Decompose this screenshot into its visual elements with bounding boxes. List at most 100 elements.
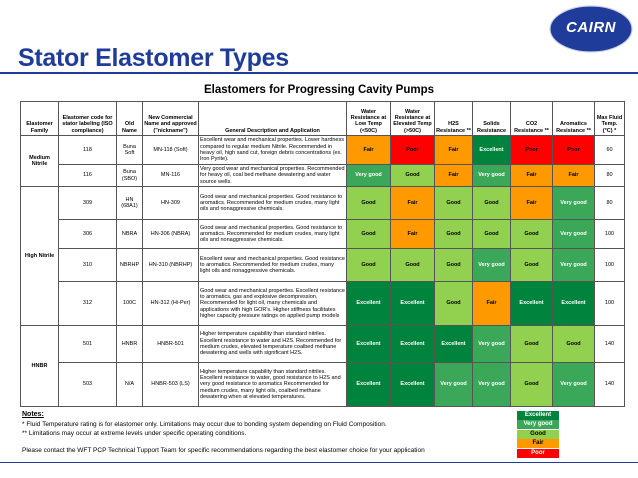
new-name-cell: HNBR-503 (LS) [142,362,199,407]
max-temp-cell: 140 [594,362,625,407]
contact-note: Please contact the WFT PCP Technical Tup… [22,447,425,454]
legend-good: Good [517,429,559,439]
table-row: 306 NBRA HN-306 (NBRA) Good wear and mec… [21,219,625,249]
rating-cell: Excellent [346,325,391,363]
old-name-cell: NBRA [116,219,143,249]
new-name-cell: HNBR-501 [142,325,199,363]
rating-cell: Good [346,248,391,282]
description-cell: Good wear and mechanical properties. Exc… [198,281,347,326]
rating-cell: Excellent [390,281,435,326]
col-header: General Description and Application [198,101,347,136]
old-name-cell: HN (68A1) [116,186,143,220]
legend-very-good: Very good [517,420,559,430]
old-name-cell: N/A [116,362,143,407]
title-divider [0,72,638,74]
max-temp-cell: 100 [594,219,625,249]
code-cell: 312 [58,281,117,326]
table-row: 310 NBRHP HN-310 (NBRHP) Excellent wear … [21,248,625,282]
code-cell: 310 [58,248,117,282]
description-cell: Very good wear and mechanical properties… [198,164,347,187]
table-row: 503 N/A HNBR-503 (LS) Higher temperature… [21,362,625,407]
rating-cell: Excellent [346,281,391,326]
rating-cell: Excellent [510,281,553,326]
rating-cell: Good [510,325,553,363]
rating-cell: Fair [434,164,473,187]
rating-cell: Good [434,186,473,220]
rating-cell: Good [346,219,391,249]
old-name-cell: HNBR [116,325,143,363]
rating-cell: Very good [552,248,595,282]
table-row: Medium Nitrile 118 Buna Soft MN-118 (Sof… [20,135,625,187]
rating-cell: Very good [552,219,595,249]
description-cell: Excellent wear and mechanical properties… [198,248,347,282]
code-cell: 309 [58,186,117,220]
table-row: High Nitrile 309 HN (68A1) HN-309 Good w… [20,186,625,326]
table-header-row: Elastomer Family Elastomer code for stat… [20,101,625,136]
col-header: New Commercial Name and approved ("nickn… [142,101,199,136]
description-cell: Higher temperature capability than stand… [198,362,347,407]
code-cell: 501 [58,325,117,363]
old-name-cell: Buna (SBO) [116,164,143,187]
rating-cell: Good [434,281,473,326]
rating-cell: Good [510,362,553,407]
rating-cell: Good [434,248,473,282]
rating-cell: Fair [390,219,435,249]
max-temp-cell: 80 [594,186,625,220]
note-limitations: ** Limitations may occur at extreme leve… [22,429,247,437]
rating-cell: Good [510,219,553,249]
new-name-cell: HN-306 (NBRA) [142,219,199,249]
rating-cell: Good [346,186,391,220]
rating-legend: Excellent Very good Good Fair Poor [517,411,559,458]
family-cell: High Nitrile [20,186,59,326]
rating-cell: Poor [390,135,435,165]
col-header: Water Resistance at Low Temp (<50C) [346,101,391,136]
new-name-cell: MN-118 (Soft) [142,135,199,165]
code-cell: 503 [58,362,117,407]
family-cell: Medium Nitrile [20,135,59,187]
max-temp-cell: 60 [594,135,625,165]
description-cell: Higher temperature capability than stand… [198,325,347,363]
rating-cell: Good [510,248,553,282]
table-row: 312 100C HN-312 (Hi-Per) Good wear and m… [21,281,625,326]
max-temp-cell: 140 [594,325,625,363]
rating-cell: Very good [472,248,511,282]
rating-cell: Excellent [346,362,391,407]
col-header: H2S Resistance ** [434,101,473,136]
logo-ellipse-icon [549,5,633,53]
cairn-logo: CAIRN [548,3,634,55]
legend-poor: Poor [517,448,559,458]
col-header: Elastomer Family [20,101,59,136]
rating-cell: Fair [434,135,473,165]
description-cell: Good wear and mechanical properties. Goo… [198,219,347,249]
rating-cell: Very good [552,362,595,407]
rating-cell: Very good [472,164,511,187]
family-cell: HNBR [20,325,59,407]
rating-cell: Excellent [552,281,595,326]
rating-cell: Good [552,325,595,363]
rating-cell: Good [434,219,473,249]
legend-fair: Fair [517,439,559,449]
rating-cell: Very good [346,164,391,187]
rating-cell: Poor [510,135,553,165]
notes-block: Notes: * Fluid Temperature rating is for… [22,410,387,438]
notes-heading: Notes: [22,411,44,418]
note-fluid-temp: * Fluid Temperature rating is for elasto… [22,420,387,428]
footer-divider [0,462,638,463]
code-cell: 118 [58,135,117,165]
max-temp-cell: 80 [594,164,625,187]
table-row: 116 Buna (SBO) MN-116 Very good wear and… [21,164,625,187]
rating-cell: Excellent [390,362,435,407]
table-row: HNBR 501 HNBR HNBR-501 Higher temperatur… [20,325,625,407]
new-name-cell: HN-310 (NBRHP) [142,248,199,282]
max-temp-cell: 100 [594,281,625,326]
rating-cell: Fair [390,186,435,220]
code-cell: 306 [58,219,117,249]
rating-cell: Poor [552,135,595,165]
old-name-cell: Buna Soft [116,135,143,165]
rating-cell: Excellent [472,135,511,165]
rating-cell: Very good [434,362,473,407]
elastomer-table: Elastomer Family Elastomer code for stat… [20,101,625,407]
col-header: Elastomer code for stator labeling (ISO … [58,101,117,136]
description-cell: Excellent wear and mechanical properties… [198,135,347,165]
slide-title: Stator Elastomer Types [18,44,289,72]
